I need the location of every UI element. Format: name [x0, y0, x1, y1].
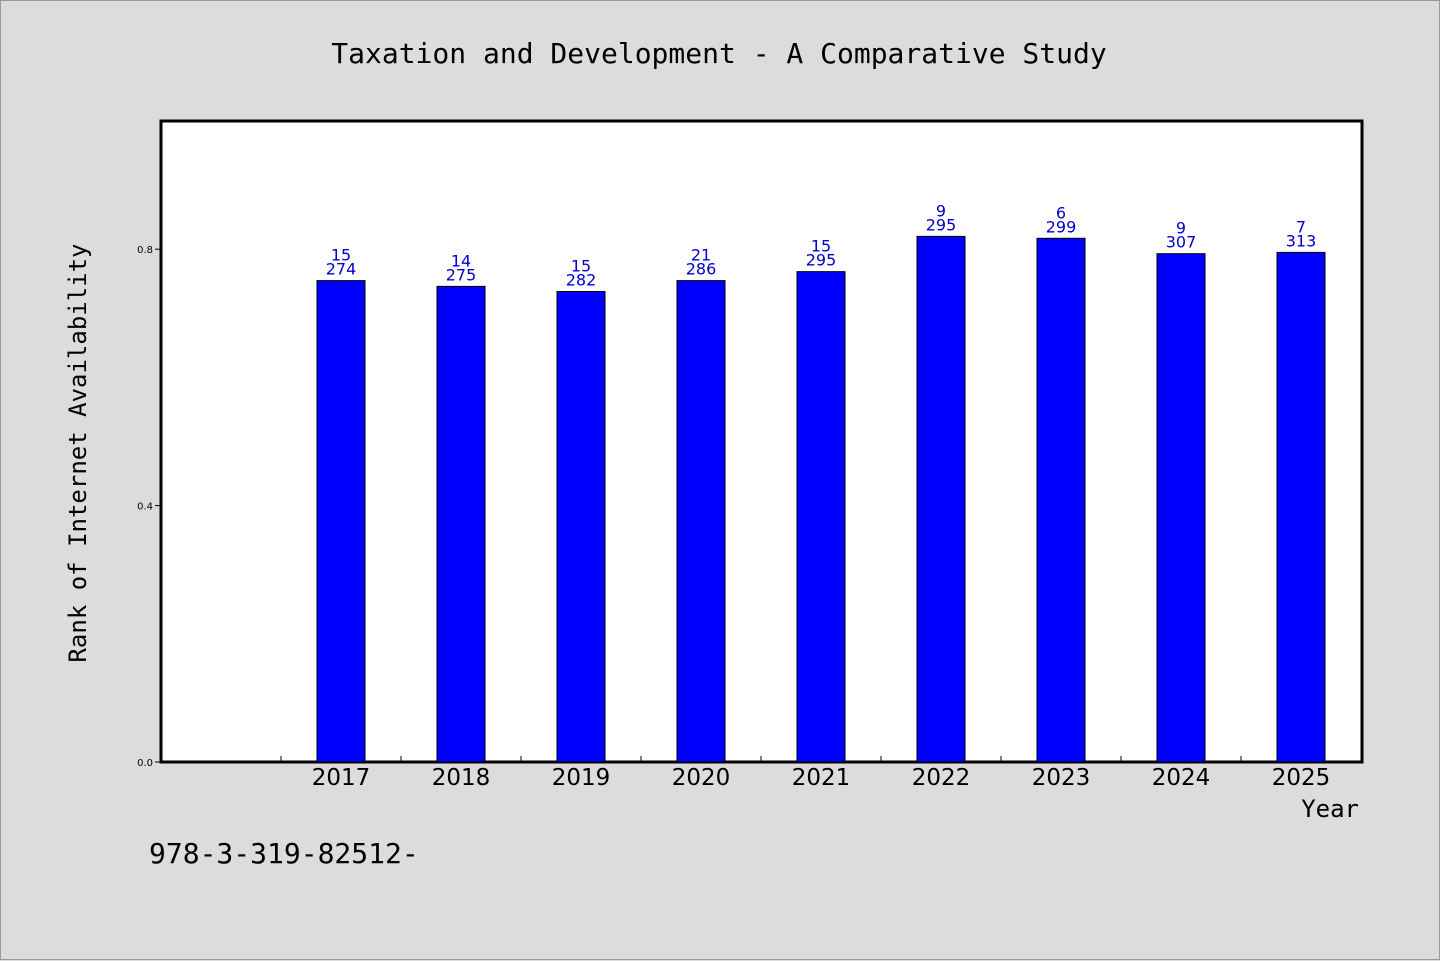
y-axis: 0.0 0.4 0.8: [137, 245, 161, 769]
bar-2025: [1276, 251, 1326, 763]
bar-series: [316, 235, 1326, 763]
data-label-rank: 15: [331, 246, 351, 265]
y-axis-label: Rank of Internet Availability: [64, 243, 92, 662]
chart-title: Taxation and Development - A Comparative…: [331, 37, 1106, 70]
x-tick-label: 2018: [432, 765, 491, 791]
footer-code: 978-3-319-82512-: [149, 837, 419, 870]
bar-2019: [556, 291, 606, 763]
x-axis-label: Year: [1301, 795, 1359, 823]
x-tick-label: 2019: [552, 765, 611, 791]
bar-2022: [916, 235, 966, 763]
data-label-count: 295: [926, 215, 957, 234]
x-tick-label: 2025: [1272, 765, 1331, 791]
data-label-rank: 15: [571, 257, 591, 276]
x-tick-label: 2021: [792, 765, 851, 791]
data-label-count: 313: [1286, 231, 1317, 250]
bar-2020: [676, 280, 726, 763]
bar-2021: [796, 271, 846, 763]
data-label-rank: 15: [811, 237, 831, 256]
x-tick-label: 2017: [312, 765, 371, 791]
bar-2017: [316, 280, 366, 763]
data-label-rank: 6: [1056, 203, 1066, 222]
bar-2018: [436, 285, 486, 763]
data-label-count: 307: [1166, 233, 1197, 252]
data-label-rank: 9: [1176, 219, 1186, 238]
data-label-count: 299: [1046, 217, 1077, 236]
data-label-rank: 9: [936, 201, 946, 220]
x-tick-label: 2020: [672, 765, 731, 791]
bar-2023: [1036, 237, 1086, 763]
data-label-rank: 21: [691, 246, 711, 265]
y-tick-label: 0.8: [137, 245, 153, 256]
x-tick-label: 2023: [1032, 765, 1091, 791]
data-label-rank: 7: [1296, 217, 1306, 236]
y-tick-label: 0.0: [137, 758, 153, 769]
data-label-rank: 14: [451, 251, 471, 270]
x-tick-label: 2022: [912, 765, 971, 791]
x-tick-label: 2024: [1152, 765, 1211, 791]
bar-2024: [1156, 253, 1206, 763]
data-label-count: 295: [806, 251, 837, 270]
data-label-count: 274: [326, 260, 357, 279]
data-label-count: 275: [446, 265, 477, 284]
data-label-count: 286: [686, 260, 717, 279]
data-label-count: 282: [566, 271, 597, 290]
x-axis: 2017 2018 2019 2020 2021 2022 2023 2024 2025: [280, 756, 1362, 791]
y-tick-label: 0.4: [137, 502, 153, 513]
